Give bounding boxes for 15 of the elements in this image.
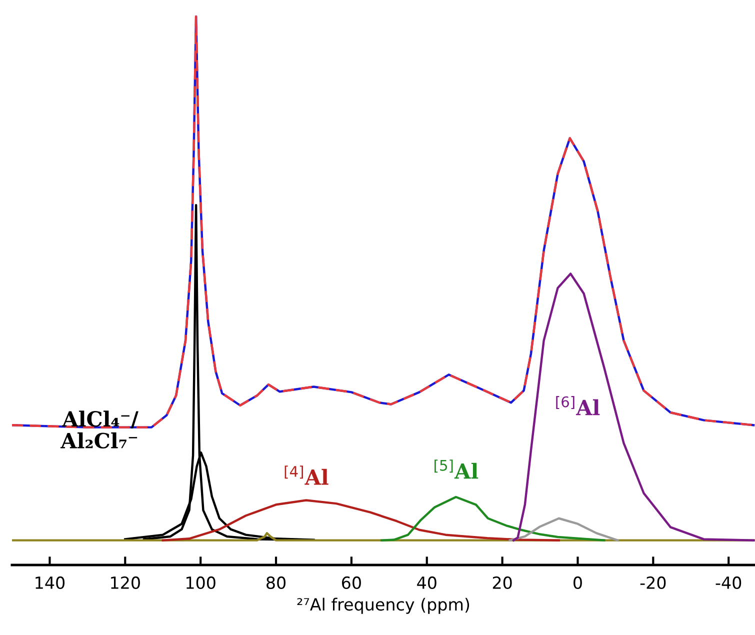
series-label: $^{[6]}$Al [556,396,600,416]
x-tick-label: 80 [266,576,286,590]
x-tick-label: 140 [36,576,65,590]
x-axis-title: ²⁷Al frequency (ppm) [297,598,470,614]
series-label: $^{[5]}$Al [434,460,478,479]
x-tick-label: -20 [640,576,666,590]
x-tick-label: -40 [716,576,742,590]
x-tick-label: 40 [417,576,436,590]
series-label: $^{[4]}$Al [284,466,328,485]
x-tick-label: 100 [186,576,216,590]
x-tick-label: 0 [574,576,582,590]
text: AlCl₄⁻/ Al₂Cl₇⁻ [60,410,138,449]
x-tick-label: 120 [111,576,140,590]
x-tick-label: 60 [342,576,361,590]
x-tick-label: 20 [492,576,512,590]
